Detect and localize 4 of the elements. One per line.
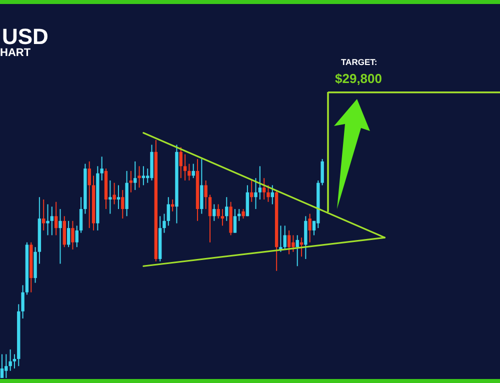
chart-title: USD <box>2 24 48 49</box>
chart-subtitle: HART <box>0 47 31 59</box>
text: TARGET: <box>341 57 378 67</box>
text: $29,800 <box>335 71 382 86</box>
